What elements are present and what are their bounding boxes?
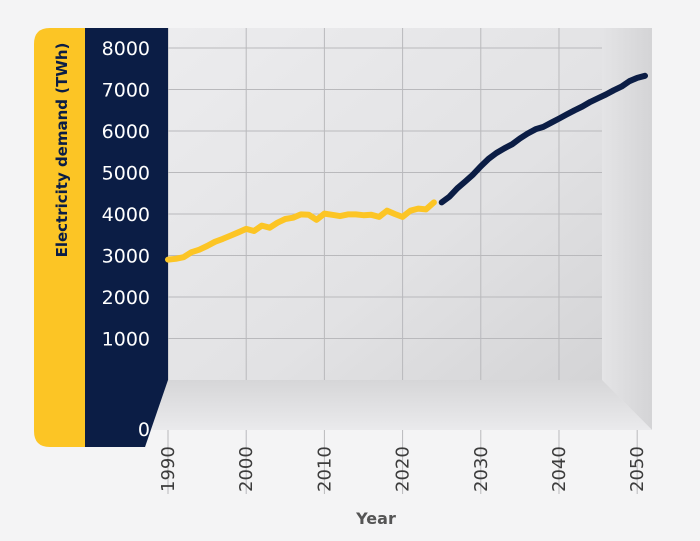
- y-tick-label: 5000: [102, 163, 150, 185]
- y-tick-labels: 0 1000 2000 3000 4000 5000 6000 7000 8000: [102, 38, 150, 441]
- y-tick-label: 1000: [102, 329, 150, 351]
- x-tick-label: 2030: [471, 446, 492, 492]
- x-tick-labels: 1990 2000 2010 2020 2030 2040 2050: [158, 446, 648, 492]
- back-wall: [168, 28, 602, 380]
- y-tick-label: 0: [138, 419, 150, 441]
- x-tick-label: 2020: [393, 446, 414, 492]
- y-tick-label: 3000: [102, 246, 150, 268]
- y-tick-label: 2000: [102, 287, 150, 309]
- grid-lines: [167, 28, 638, 494]
- plot-backdrop: [145, 28, 652, 448]
- y-tick-label: 4000: [102, 204, 150, 226]
- x-tick-label: 2040: [549, 446, 570, 492]
- y-axis-panel: [85, 28, 168, 447]
- floor-front: [145, 380, 652, 430]
- y-axis-title: Electricity demand (TWh): [53, 43, 71, 258]
- y-tick-label: 6000: [102, 121, 150, 143]
- x-tick-label: 2000: [236, 446, 257, 492]
- series-layer: [165, 72, 648, 263]
- x-tick-label: 1990: [158, 446, 179, 492]
- x-axis-title: Year: [355, 509, 396, 528]
- right-wall: [602, 28, 652, 430]
- y-tick-label: 8000: [102, 38, 150, 60]
- y-tick-label: 7000: [102, 80, 150, 102]
- y-label-panel: [34, 28, 92, 447]
- x-tick-label: 2010: [314, 446, 335, 492]
- x-tick-label: 2050: [627, 446, 648, 492]
